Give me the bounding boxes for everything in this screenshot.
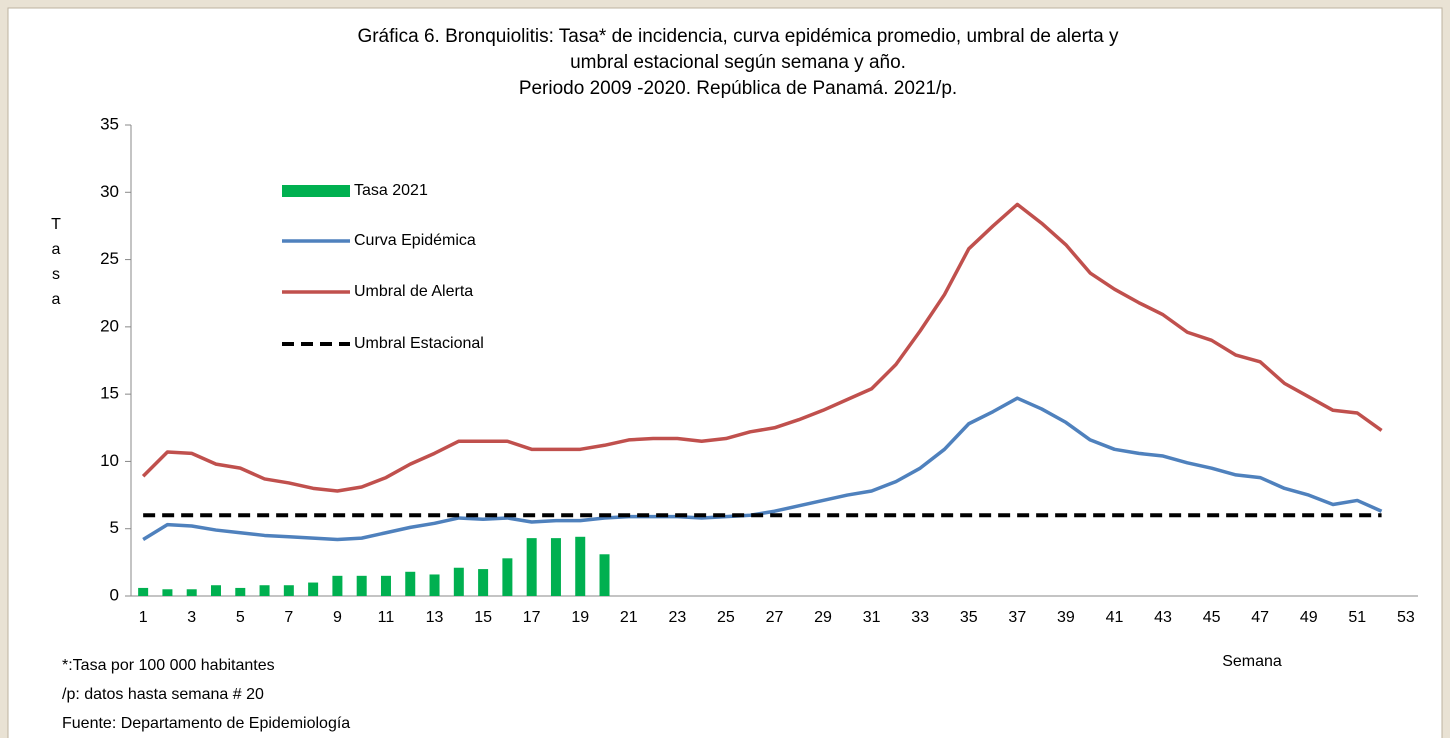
x-tick-label: 11 <box>378 609 395 626</box>
bar <box>356 575 367 596</box>
x-tick-label: 47 <box>1251 609 1269 626</box>
bar <box>210 585 221 596</box>
y-tick-label: 5 <box>110 518 119 537</box>
bar <box>380 575 391 596</box>
note: *:Tasa por 100 000 habitantes <box>62 657 275 674</box>
chart-title: Gráfica 6. Bronquiolitis: Tasa* de incid… <box>357 26 1119 47</box>
y-tick-label: 35 <box>100 114 119 133</box>
x-tick-label: 1 <box>139 609 148 626</box>
x-tick-label: 45 <box>1203 609 1221 626</box>
x-tick-label: 29 <box>814 609 832 626</box>
x-tick-label: 31 <box>863 609 881 626</box>
x-tick-label: 43 <box>1154 609 1172 626</box>
legend-swatch <box>282 185 350 197</box>
panel <box>7 7 1443 738</box>
bar <box>405 571 416 596</box>
x-tick-label: 5 <box>236 609 245 626</box>
x-tick-label: 15 <box>474 609 492 626</box>
y-tick-label: 25 <box>100 249 119 268</box>
x-tick-label: 35 <box>960 609 978 626</box>
x-tick-label: 49 <box>1300 609 1318 626</box>
bar <box>186 589 197 596</box>
bar <box>550 538 561 596</box>
x-tick-label: 23 <box>668 609 686 626</box>
bar <box>599 554 610 596</box>
bar <box>478 569 489 596</box>
bar <box>308 582 319 596</box>
legend-label: Curva Epidémica <box>354 232 476 249</box>
legend-label: Umbral Estacional <box>354 335 484 352</box>
legend-label: Tasa 2021 <box>354 182 428 199</box>
line <box>141 202 1383 493</box>
x-tick-label: 13 <box>426 609 444 626</box>
bar <box>138 587 149 596</box>
y-tick-label: 10 <box>100 451 119 470</box>
y-tick-label: 30 <box>100 182 119 201</box>
x-tick-label: 25 <box>717 609 735 626</box>
bar <box>283 585 294 596</box>
bar <box>429 574 440 596</box>
x-axis-label: Semana <box>1222 653 1282 670</box>
note: Fuente: Departamento de Epidemiología <box>62 715 350 732</box>
y-tick-label: 0 <box>110 585 119 604</box>
bar <box>453 567 464 596</box>
bar <box>259 585 270 596</box>
x-tick-label: 17 <box>523 609 541 626</box>
x-tick-label: 7 <box>284 609 293 626</box>
legend-label: Umbral de Alerta <box>354 283 473 300</box>
y-tick-label: 15 <box>100 384 119 403</box>
x-tick-label: 3 <box>187 609 196 626</box>
bar <box>162 589 173 596</box>
y-tick-label: 20 <box>100 316 119 335</box>
bar <box>332 575 343 596</box>
x-tick-label: 51 <box>1348 609 1366 626</box>
bar <box>502 558 513 596</box>
x-tick-label: 53 <box>1397 609 1415 626</box>
x-tick-label: 37 <box>1008 609 1026 626</box>
x-tick-label: 41 <box>1106 609 1124 626</box>
bar <box>575 536 586 596</box>
chart-title: umbral estacional según semana y año. <box>570 52 906 73</box>
x-tick-label: 9 <box>333 609 342 626</box>
bar <box>235 587 246 596</box>
x-tick-label: 39 <box>1057 609 1075 626</box>
chart-title: Periodo 2009 -2020. República de Panamá.… <box>519 78 957 99</box>
y-axis-label: Tasa <box>48 216 65 316</box>
x-tick-label: 27 <box>766 609 784 626</box>
bar <box>526 538 537 596</box>
x-tick-label: 21 <box>620 609 638 626</box>
x-tick-label: 19 <box>571 609 589 626</box>
line <box>142 396 1383 542</box>
note: /p: datos hasta semana # 20 <box>62 686 264 703</box>
x-tick-label: 33 <box>911 609 929 626</box>
